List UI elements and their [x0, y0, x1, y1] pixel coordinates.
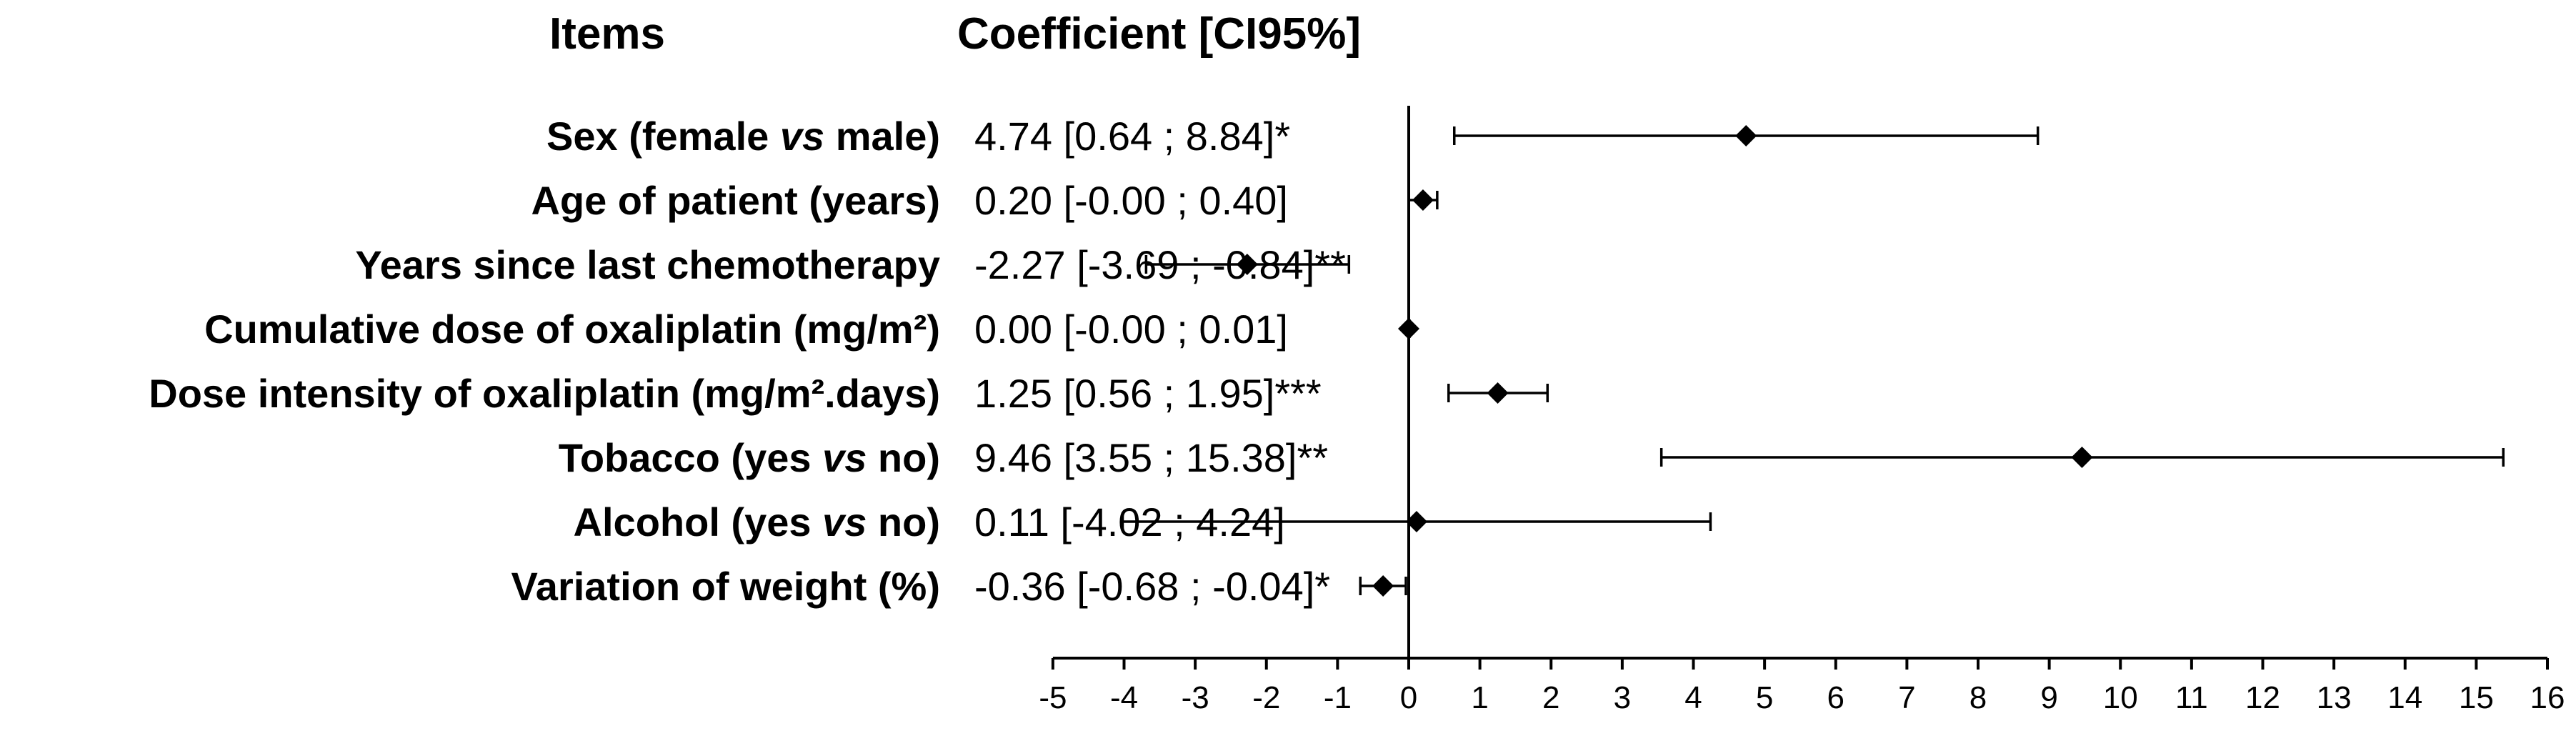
point-estimate: [1487, 382, 1509, 404]
row-label: Alcohol (yes vs no): [574, 499, 940, 544]
point-estimate: [2071, 447, 2093, 468]
row-label: Sex (female vs male): [546, 114, 940, 159]
row-label-text: Dose intensity of oxaliplatin (mg/m².day…: [149, 371, 940, 416]
point-estimate: [1372, 575, 1394, 597]
x-tick-label: -4: [1110, 680, 1138, 715]
row-label: Variation of weight (%): [511, 564, 940, 609]
x-tick-label: 7: [1898, 680, 1915, 715]
x-tick-label: -2: [1252, 680, 1280, 715]
row-label-text: Years since last chemotherapy: [355, 242, 940, 287]
x-tick-label: -1: [1324, 680, 1352, 715]
row-label-text: no): [867, 435, 940, 480]
row-label: Years since last chemotherapy: [355, 242, 940, 287]
plot-area: -5 -4 -3 -2 -1 0 1 2 3 4 5 6 7 8 9 10 11 12 13 14 15 16: [1039, 106, 2565, 715]
header-coefficient: Coefficient [CI95%]: [957, 9, 1361, 59]
row-coefficient: 0.20 [-0.00 ; 0.40]: [974, 178, 1288, 223]
row-coefficient: 9.46 [3.55 ; 15.38]**: [974, 435, 1328, 480]
x-tick-label: -3: [1182, 680, 1209, 715]
point-estimate: [1236, 254, 1258, 275]
row-coefficient: 1.25 [0.56 ; 1.95]***: [974, 371, 1322, 416]
point-estimate: [1412, 189, 1434, 211]
row-coefficient: 4.74 [0.64 ; 8.84]*: [974, 114, 1290, 159]
row-label-text: no): [867, 499, 940, 544]
row-coefficient: -0.36 [-0.68 ; -0.04]*: [974, 564, 1330, 609]
row-label: Dose intensity of oxaliplatin (mg/m².day…: [149, 371, 940, 416]
row-label-italic: vs: [822, 499, 867, 544]
point-estimate: [1735, 125, 1757, 146]
row-label: Age of patient (years): [531, 178, 940, 223]
row-label-text: male): [824, 114, 940, 159]
row-label-text: Sex (female: [546, 114, 780, 159]
x-tick-label: 3: [1614, 680, 1631, 715]
row-label-text: Cumulative dose of oxaliplatin (mg/m²): [204, 307, 940, 352]
row-label-text: Alcohol (yes: [574, 499, 823, 544]
row-label: Cumulative dose of oxaliplatin (mg/m²): [204, 307, 940, 352]
row-label-text: Tobacco (yes: [559, 435, 822, 480]
x-tick-label: -5: [1039, 680, 1067, 715]
header-items: Items: [549, 9, 665, 59]
x-tick-label: 8: [1970, 680, 1987, 715]
row-group: Sex (female vs male) 4.74 [0.64 ; 8.84]* A…: [149, 114, 1346, 609]
x-tick-label: 11: [2175, 680, 2208, 715]
x-tick-label: 15: [2459, 680, 2494, 715]
row-label-italic: vs: [822, 435, 867, 480]
x-tick-label: 10: [2103, 680, 2138, 715]
x-tick-label: 1: [1471, 680, 1488, 715]
row-coefficient: 0.00 [-0.00 ; 0.01]: [974, 307, 1288, 352]
row-label: Tobacco (yes vs no): [559, 435, 940, 480]
x-tick-label: 14: [2387, 680, 2422, 715]
x-tick-label: 4: [1684, 680, 1702, 715]
row-label-italic: vs: [780, 114, 824, 159]
x-tick-label: 13: [2317, 680, 2352, 715]
x-tick-label: 5: [1756, 680, 1773, 715]
x-tick-label: 16: [2530, 680, 2565, 715]
x-tick-label: 0: [1400, 680, 1417, 715]
row-label-text: Variation of weight (%): [511, 564, 940, 609]
x-tick-label: 6: [1827, 680, 1844, 715]
x-tick-label: 12: [2245, 680, 2280, 715]
x-tick-label: 9: [2040, 680, 2057, 715]
row-label-text: Age of patient (years): [531, 178, 940, 223]
point-estimate: [1398, 318, 1419, 339]
x-tick-label: 2: [1542, 680, 1559, 715]
point-estimate: [1405, 511, 1427, 532]
